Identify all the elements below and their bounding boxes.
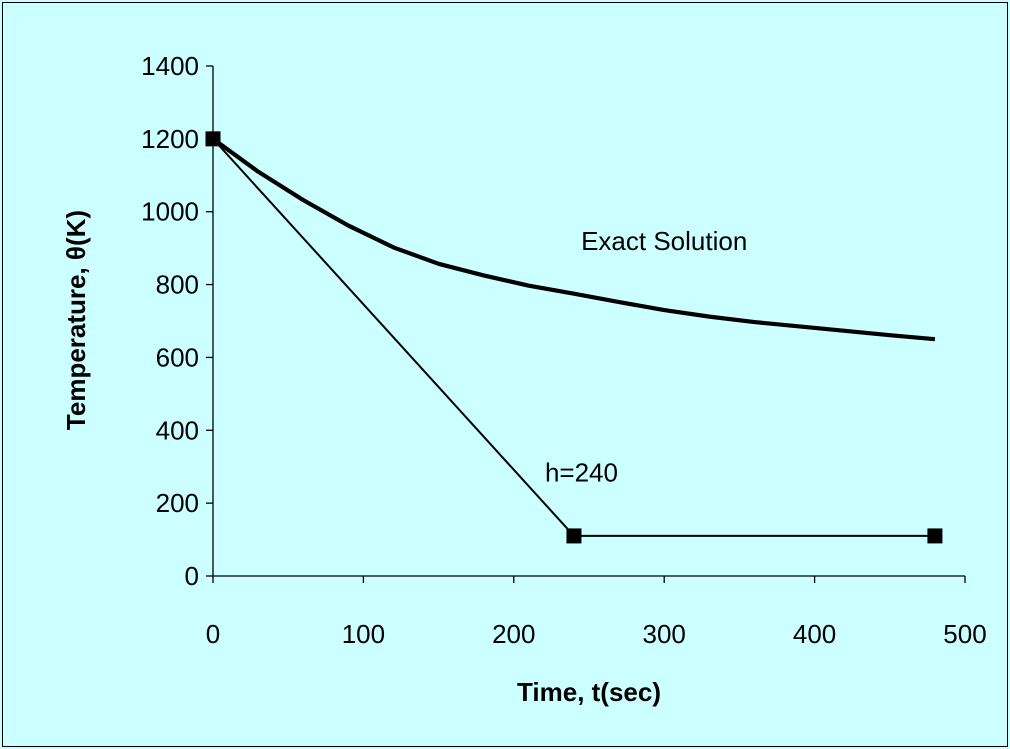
x-tick-label: 400 [793, 619, 836, 649]
annotation-label: h=240 [545, 457, 618, 487]
x-tick-label: 0 [206, 619, 220, 649]
labels: 0 200 400 600 800 1000 1200 1400 0 100 200 300 400 50… [61, 51, 987, 707]
x-axis-title: Time, t(sec) [517, 677, 661, 707]
y-axis-title: Temperature, θ(K) [61, 210, 91, 430]
y-tick-label: 0 [185, 561, 199, 591]
series-marker [205, 131, 221, 147]
y-tick-label: 1400 [141, 51, 199, 81]
series-marker [566, 528, 582, 544]
annotation-label: Exact Solution [581, 226, 747, 256]
series-marker [927, 528, 943, 544]
axes [206, 65, 966, 583]
y-tick-label: 1000 [141, 197, 199, 227]
y-tick-label: 800 [156, 270, 199, 300]
x-tick-label: 100 [342, 619, 385, 649]
x-tick-label: 300 [643, 619, 686, 649]
y-tick-label: 600 [156, 342, 199, 372]
y-tick-label: 200 [156, 488, 199, 518]
series-line-1 [211, 137, 936, 342]
y-tick-label: 400 [156, 415, 199, 445]
x-tick-label: 500 [943, 619, 986, 649]
y-tick-label: 1200 [141, 124, 199, 154]
x-tick-label: 200 [492, 619, 535, 649]
series-layer [205, 131, 943, 544]
